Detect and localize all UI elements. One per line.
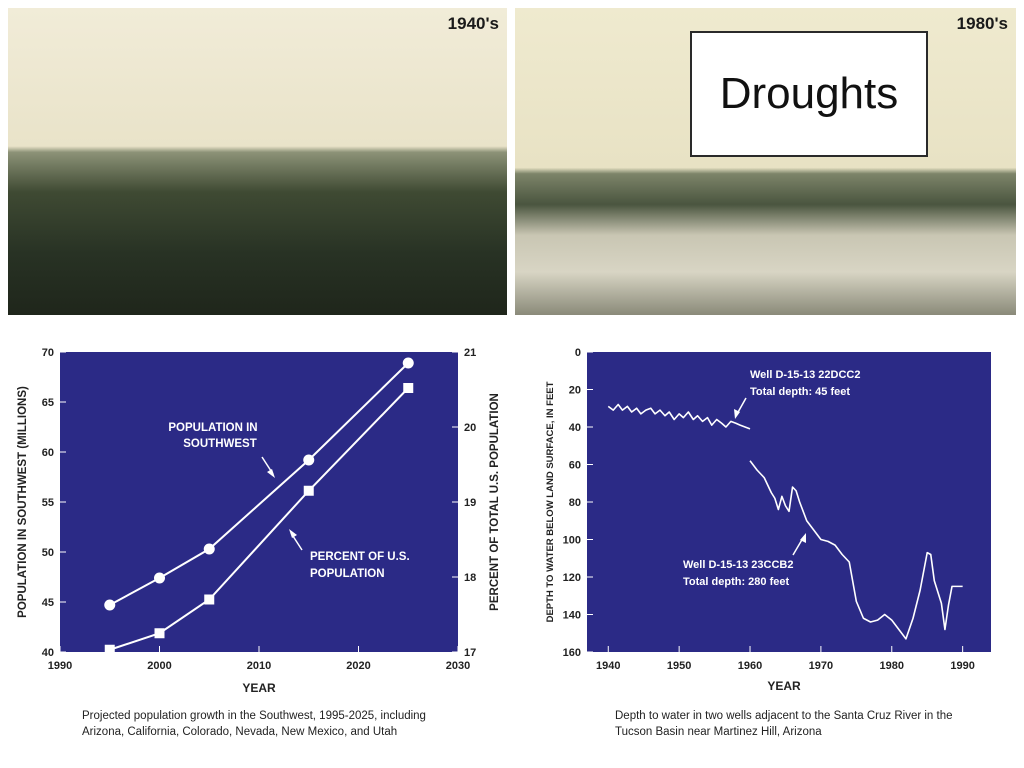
x-tick-label-population: 2010 (247, 660, 271, 672)
annotation-arrowhead-percent (289, 529, 297, 538)
y2-tick-label-population: 17 (464, 647, 476, 659)
annotation-well-22dcc2-line-2: Total depth: 45 feet (750, 386, 850, 398)
y-tick-label-wells: 80 (569, 497, 581, 509)
y-axis-title-wells: DEPTH TO WATER BELOW LAND SURFACE, IN FE… (545, 381, 556, 622)
y-tick-label-population: 55 (42, 497, 54, 509)
caption-right-line-1: Depth to water in two wells adjacent to … (615, 710, 953, 722)
x-tick-label-wells: 1960 (738, 660, 762, 672)
annotation-population-line-2: SOUTHWEST (183, 438, 256, 450)
caption-left-line-1: Projected population growth in the South… (82, 710, 426, 722)
x-tick-label-wells: 1940 (596, 660, 620, 672)
data-point-percent (303, 485, 314, 496)
y2-tick-label-population: 18 (464, 572, 476, 584)
y-tick-label-wells: 160 (563, 647, 581, 659)
annotation-percent-line-1: PERCENT OF U.S. (310, 551, 410, 563)
y-tick-label-population: 60 (42, 447, 54, 459)
annotation-arrow-well-23ccb2 (792, 537, 804, 556)
data-point-population (104, 599, 116, 611)
photo-label-1980s: 1980's (956, 14, 1008, 33)
data-point-percent (154, 628, 165, 639)
y-tick-label-wells: 100 (563, 535, 581, 547)
annotation-arrowhead-well-22dcc2 (734, 409, 740, 419)
annotation-population-line-1: POPULATION IN (168, 422, 257, 434)
x-tick-label-population: 2000 (147, 660, 171, 672)
y2-tick-label-population: 20 (464, 422, 476, 434)
y-tick-label-wells: 120 (563, 572, 581, 584)
y-tick-label-population: 50 (42, 547, 54, 559)
caption-left: Projected population growth in the South… (82, 708, 426, 740)
y-tick-label-wells: 0 (575, 347, 581, 359)
plot-area-population (60, 352, 458, 652)
y-tick-label-population: 70 (42, 347, 54, 359)
annotation-well-22dcc2-line-1: Well D-15-13 22DCC2 (750, 369, 860, 381)
y-tick-label-population: 45 (42, 597, 54, 609)
y-tick-label-wells: 20 (569, 385, 581, 397)
data-point-percent (104, 644, 115, 655)
x-tick-label-wells: 1990 (950, 660, 974, 672)
y-tick-label-population: 40 (42, 647, 54, 659)
plot-area-wells (587, 352, 991, 652)
x-tick-label-population: 2030 (446, 660, 470, 672)
data-point-population (303, 454, 315, 466)
y-axis-title-population: POPULATION IN SOUTHWEST (MILLIONS) (17, 386, 29, 618)
y-tick-label-population: 65 (42, 397, 54, 409)
y-tick-label-wells: 140 (563, 610, 581, 622)
annotation-well-23ccb2-line-1: Well D-15-13 23CCB2 (683, 559, 793, 571)
caption-left-line-2: Arizona, California, Colorado, Nevada, N… (82, 726, 398, 738)
y-tick-label-wells: 40 (569, 422, 581, 434)
x-tick-label-wells: 1950 (667, 660, 691, 672)
x-tick-label-population: 1990 (48, 660, 72, 672)
caption-right: Depth to water in two wells adjacent to … (615, 708, 953, 740)
x-axis-title-population: YEAR (242, 681, 276, 695)
data-point-population (154, 572, 165, 584)
x-tick-label-wells: 1970 (809, 660, 833, 672)
photo-label-1940s: 1940's (447, 14, 499, 33)
y2-tick-label-population: 19 (464, 497, 476, 509)
data-point-population (203, 543, 215, 555)
y-tick-label-wells: 60 (569, 460, 581, 472)
x-tick-label-population: 2020 (346, 660, 370, 672)
series-line-well-23ccb2 (749, 460, 963, 640)
photo-landscape-1940s: 1940's (8, 8, 507, 315)
data-point-percent (403, 383, 414, 393)
y2-axis-title-population: PERCENT OF TOTAL U.S. POPULATION (489, 393, 501, 611)
slide-title: Droughts (690, 31, 928, 157)
annotation-well-23ccb2-line-2: Total depth: 280 feet (683, 576, 789, 588)
data-point-percent (204, 594, 215, 605)
annotation-arrowhead-well-23ccb2 (800, 533, 806, 543)
caption-right-line-2: Tucson Basin near Martinez Hill, Arizona (615, 726, 822, 738)
y2-tick-label-population: 21 (464, 347, 476, 359)
x-tick-label-wells: 1980 (880, 660, 904, 672)
x-axis-title-wells: YEAR (767, 679, 801, 693)
annotation-percent-line-2: POPULATION (310, 568, 385, 580)
series-line-well-22dcc2 (607, 403, 751, 430)
data-point-population (402, 357, 414, 369)
annotation-arrowhead-population (267, 469, 275, 478)
